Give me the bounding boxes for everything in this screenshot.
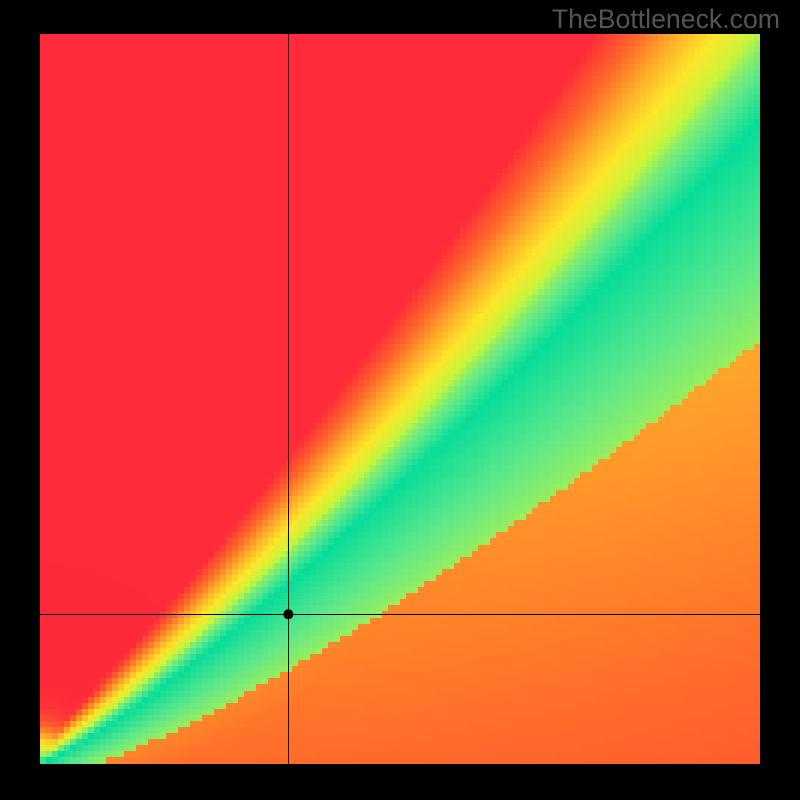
- chart-wrap: TheBottleneck.com: [0, 0, 800, 800]
- bottleneck-heatmap: [40, 34, 760, 764]
- watermark-text: TheBottleneck.com: [552, 4, 780, 35]
